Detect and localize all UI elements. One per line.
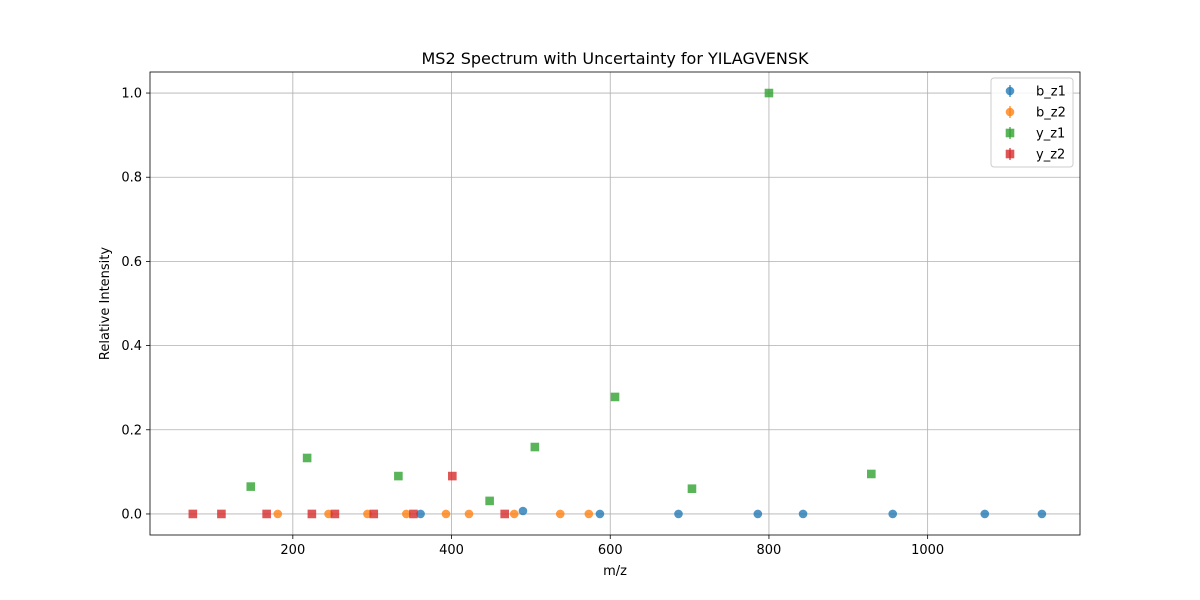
data-point-y_z1 (394, 471, 403, 481)
data-point-b_z2 (441, 509, 451, 519)
series-b_z1 (416, 506, 1047, 519)
data-point-b_z1 (888, 509, 898, 519)
x-tick-label: 600 (598, 543, 623, 558)
data-point-y_z1 (610, 392, 620, 402)
data-point-b_z2 (509, 509, 519, 519)
legend-marker-b_z1 (1005, 86, 1015, 96)
data-point-y_z2 (500, 509, 510, 519)
legend-marker-y_z2 (1005, 149, 1015, 159)
data-point-y_z1 (485, 496, 494, 506)
data-point-b_z2 (402, 509, 411, 519)
data-point-y_z1 (302, 453, 312, 463)
data-point-b_z2 (584, 509, 594, 519)
grid (150, 72, 1080, 535)
data-point-b_z1 (595, 509, 605, 519)
data-point-b_z1 (416, 509, 425, 519)
data-point-y_z2 (217, 509, 226, 519)
x-tick-label: 400 (439, 543, 464, 558)
legend-marker-b_z2 (1005, 107, 1015, 117)
data-point-b_z2 (464, 509, 474, 519)
data-point-y_z2 (330, 509, 340, 519)
data-point-b_z2 (273, 509, 283, 519)
data-point-b_z1 (1037, 509, 1047, 519)
data-point-y_z1 (867, 469, 876, 479)
y-tick-label: 0.2 (121, 423, 142, 438)
data-point-y_z1 (687, 484, 697, 493)
data-point-y_z2 (409, 509, 418, 519)
data-point-b_z1 (518, 506, 528, 516)
y-tick-label: 1.0 (121, 87, 142, 102)
x-tick-label: 1000 (911, 543, 944, 558)
y-tick-label: 0.6 (121, 255, 142, 270)
y-axis-label: Relative Intensity (98, 247, 113, 360)
data-point-y_z1 (246, 482, 256, 491)
plot-frame (149, 71, 1081, 536)
legend: b_z1 b_z2 y_z1 y_z2 (990, 77, 1074, 168)
data-point-y_z2 (188, 509, 198, 519)
y-tick-label: 0.0 (121, 507, 142, 522)
series-y_z1 (246, 88, 876, 506)
data-point-b_z1 (798, 509, 808, 519)
legend-frame (990, 77, 1074, 168)
data-point-b_z1 (980, 509, 990, 519)
data-point-y_z2 (448, 471, 457, 481)
x-tick-label: 800 (757, 543, 782, 558)
data-point-y_z2 (262, 509, 271, 519)
data-point-y_z1 (530, 442, 540, 452)
data-point-y_z2 (307, 509, 317, 519)
axes: 200 400 600 800 1000 0.0 0.2 0.4 0.6 0.8 1.0 (121, 71, 1081, 558)
series-y_z2 (188, 471, 510, 519)
data-point-b_z1 (753, 509, 763, 519)
legend-marker-y_z1 (1005, 128, 1015, 138)
x-axis-label: m/z (603, 564, 627, 579)
legend-label-b_z1: b_z1 (1036, 85, 1066, 100)
legend-label-y_z1: y_z1 (1036, 127, 1065, 142)
x-tick-label: 200 (280, 543, 305, 558)
data-point-b_z1 (674, 509, 683, 519)
data-points (188, 88, 1047, 519)
chart-title: MS2 Spectrum with Uncertainty for YILAGV… (421, 49, 809, 68)
legend-label-b_z2: b_z2 (1036, 106, 1066, 121)
y-tick-label: 0.4 (121, 339, 142, 354)
legend-label-y_z2: y_z2 (1036, 148, 1065, 163)
data-point-b_z2 (555, 509, 565, 519)
y-tick-label: 0.8 (121, 171, 142, 186)
data-point-y_z1 (764, 88, 774, 98)
data-point-y_z2 (369, 509, 379, 519)
